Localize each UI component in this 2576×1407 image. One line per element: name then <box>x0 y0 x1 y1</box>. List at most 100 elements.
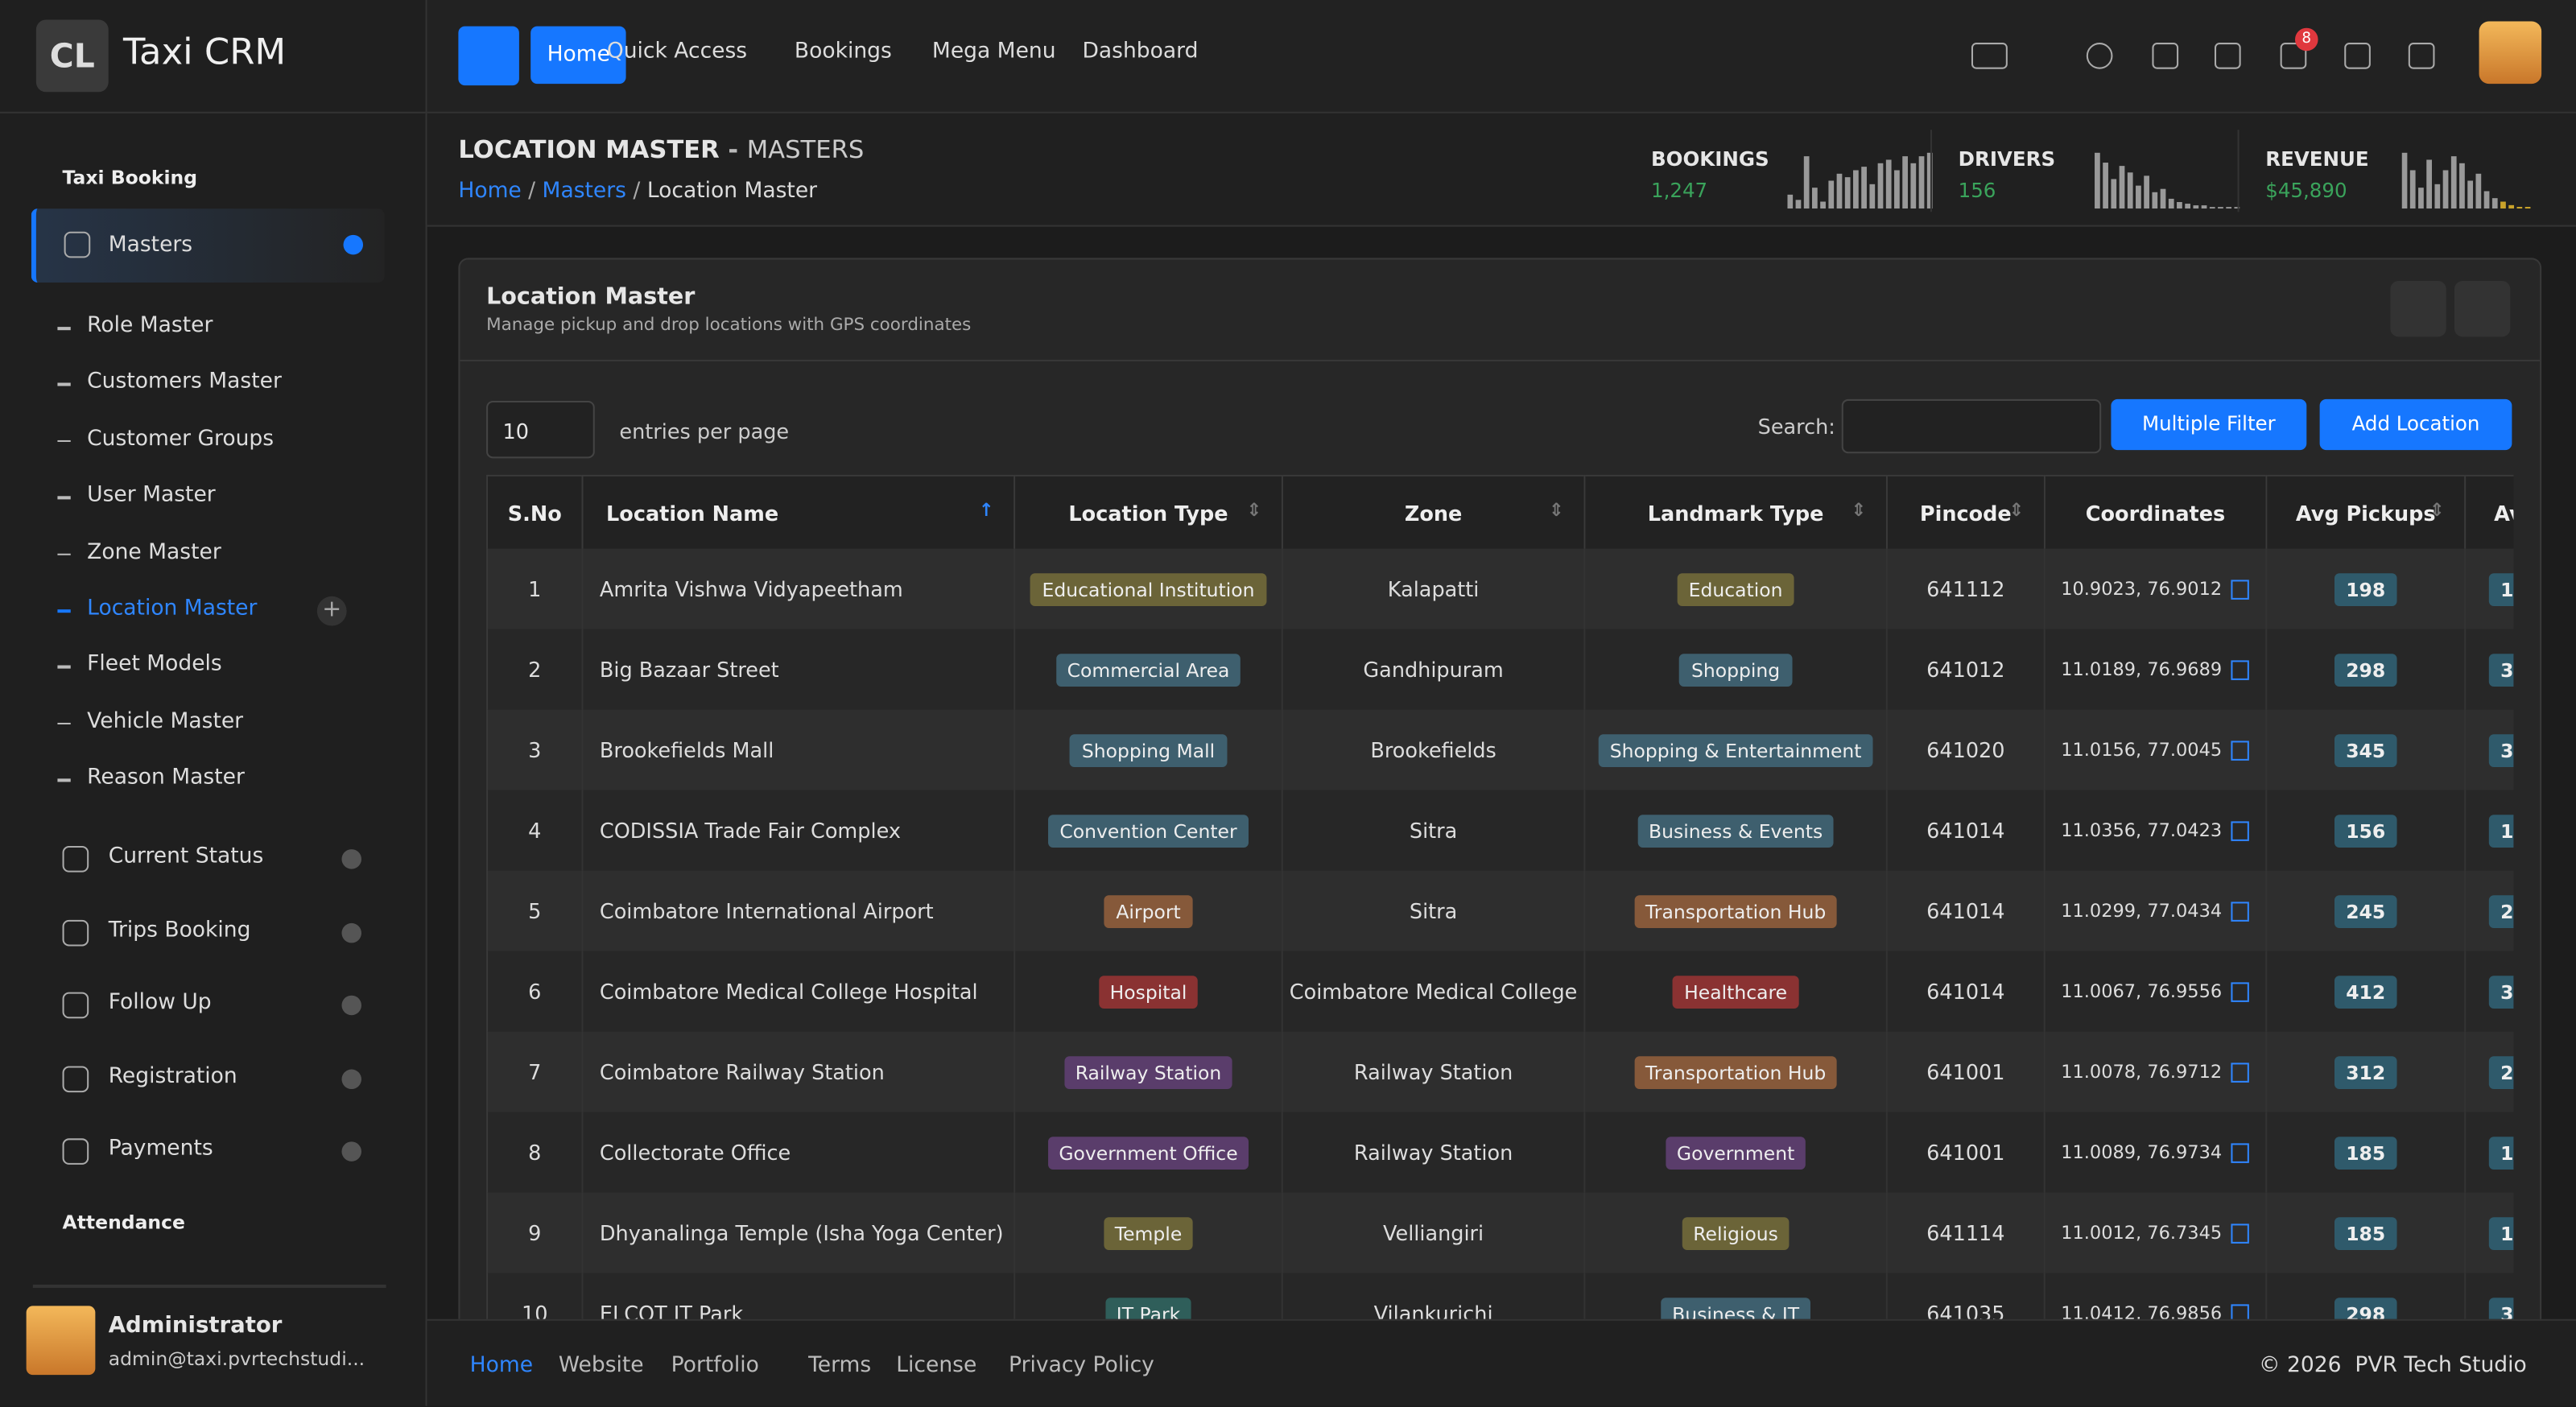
breadcrumb-item[interactable]: Home <box>458 179 522 204</box>
column-header[interactable]: Zone ⇕ <box>1282 475 1586 549</box>
footer-link[interactable]: License <box>896 1353 977 1379</box>
nav-link[interactable]: Dashboard <box>1082 39 1199 64</box>
column-header: Coordinates <box>2044 475 2268 549</box>
map-icon[interactable] <box>2231 1062 2250 1083</box>
column-header[interactable]: Avg Pickups ⇕ <box>2266 475 2467 549</box>
map-icon[interactable] <box>2231 660 2250 680</box>
search-input[interactable] <box>1841 398 2102 454</box>
stat-value: $45,890 <box>2265 179 2347 203</box>
page-title: LOCATION MASTER <box>458 134 720 165</box>
submenu-item[interactable]: Location Master <box>87 596 258 621</box>
nav-link[interactable]: Bookings <box>794 39 892 64</box>
drops-badge: 268 <box>2488 894 2514 928</box>
column-header[interactable]: Landmark Type ⇕ <box>1584 475 1888 549</box>
toolbar-icon[interactable] <box>2344 43 2371 69</box>
footer-link[interactable]: Privacy Policy <box>1009 1353 1154 1379</box>
location-name: Brookefields Mall <box>599 737 774 762</box>
column-header[interactable]: Pincode ⇕ <box>1886 475 2046 549</box>
map-icon[interactable] <box>2231 741 2250 761</box>
menu-item[interactable]: Masters <box>31 208 385 283</box>
footer-link[interactable]: Terms <box>808 1353 872 1379</box>
breadcrumb-item: Location Master <box>646 179 818 204</box>
menu-toggle[interactable] <box>458 26 519 86</box>
cell: 268 <box>2465 870 2514 951</box>
spark-bar <box>1869 184 1876 209</box>
nav-link[interactable]: Quick Access <box>606 39 748 64</box>
cell: 641114 <box>1886 1192 2046 1273</box>
brand: CL Taxi CRM <box>0 0 426 113</box>
sno: 2 <box>528 657 542 682</box>
spark-bar <box>1803 156 1810 209</box>
map-icon[interactable] <box>2231 580 2250 600</box>
filter-button[interactable]: Multiple Filter <box>2111 398 2307 451</box>
submenu-item[interactable]: Reason Master <box>87 765 245 791</box>
cell: Brookefields <box>1282 709 1586 790</box>
column-label: Location Type <box>1068 500 1228 526</box>
column-header[interactable]: Location Name ↑ <box>582 475 1016 549</box>
cell: Velliangiri <box>1282 1192 1586 1273</box>
submenu-item[interactable]: Zone Master <box>87 539 221 565</box>
toolbar-icon[interactable] <box>2280 43 2307 69</box>
cell: Business & Events <box>1584 790 1888 871</box>
footer-link[interactable]: Website <box>558 1353 644 1379</box>
submenu-item[interactable]: Fleet Models <box>87 652 222 678</box>
toolbar-icon[interactable] <box>2152 43 2179 69</box>
map-icon[interactable] <box>2231 1223 2250 1244</box>
nav-link[interactable]: Mega Menu <box>931 39 1056 64</box>
map-icon[interactable] <box>2231 902 2250 922</box>
card-tool[interactable] <box>2390 280 2446 337</box>
profile-avatar[interactable] <box>2479 21 2542 85</box>
footer-link[interactable]: Home <box>469 1353 534 1379</box>
spark-bar <box>2160 188 2166 209</box>
toolbar-icon[interactable] <box>2086 43 2113 69</box>
cell: 6 <box>487 951 584 1032</box>
pincode: 641001 <box>1926 1140 2005 1165</box>
pincode: 641012 <box>1926 657 2005 682</box>
cell: 5 <box>487 870 584 951</box>
submenu-item[interactable]: Customer Groups <box>87 427 275 452</box>
toolbar-icon[interactable] <box>2408 43 2435 69</box>
map-icon[interactable] <box>2231 982 2250 1002</box>
coordinates: 10.9023, 76.9012 <box>2061 578 2223 600</box>
map-icon[interactable] <box>2231 821 2250 841</box>
sno: 8 <box>528 1140 542 1165</box>
landmark-badge: Education <box>1677 572 1794 606</box>
spark-bar <box>1795 200 1802 209</box>
cell: Coimbatore Medical College Hospital <box>582 951 1016 1032</box>
table-row: 7 Coimbatore Railway Station Railway Stati… <box>487 1031 2514 1112</box>
spark-bar <box>1861 167 1867 209</box>
footer-link[interactable]: Portfolio <box>671 1353 759 1379</box>
menu-item[interactable]: Follow Up <box>108 990 212 1016</box>
sort-icon: ⇕ <box>1851 499 1867 521</box>
submenu-item[interactable]: User Master <box>87 483 216 508</box>
spark-bar <box>2467 180 2474 209</box>
separator: / <box>625 179 647 204</box>
menu-item[interactable]: Payments <box>108 1137 213 1162</box>
submenu-item[interactable]: Vehicle Master <box>87 709 244 734</box>
submenu-item[interactable]: Role Master <box>87 313 213 339</box>
type-badge: Airport <box>1104 894 1192 928</box>
breadcrumb: Home / Masters / Location Master <box>458 179 817 204</box>
icon <box>62 992 89 1019</box>
spark-bar <box>2418 188 2424 209</box>
submenu-item[interactable]: Customers Master <box>87 369 282 395</box>
breadcrumb-item[interactable]: Masters <box>542 179 626 204</box>
cell: 4 <box>487 790 584 871</box>
nav-link[interactable]: Home <box>530 26 627 85</box>
cell: 352 <box>2465 709 2514 790</box>
type-badge: Hospital <box>1098 975 1199 1009</box>
page-size-select[interactable]: 10 <box>486 400 595 459</box>
zone: Railway Station <box>1353 1140 1513 1165</box>
cell: 162 <box>2465 790 2514 871</box>
menu-item[interactable]: Trips Booking <box>108 917 251 943</box>
column-label: S.No <box>507 500 562 526</box>
map-icon[interactable] <box>2231 1143 2250 1163</box>
menu-item[interactable]: Registration <box>108 1064 237 1089</box>
menu-item[interactable]: Current Status <box>108 844 264 869</box>
spark-bar <box>2450 156 2457 209</box>
toolbar-icon[interactable] <box>1971 43 2008 69</box>
card-tool[interactable] <box>2454 280 2511 337</box>
toolbar-icon[interactable] <box>2214 43 2241 69</box>
add-button[interactable]: Add Location <box>2319 398 2512 451</box>
column-header[interactable]: Location Type ⇕ <box>1014 475 1283 549</box>
